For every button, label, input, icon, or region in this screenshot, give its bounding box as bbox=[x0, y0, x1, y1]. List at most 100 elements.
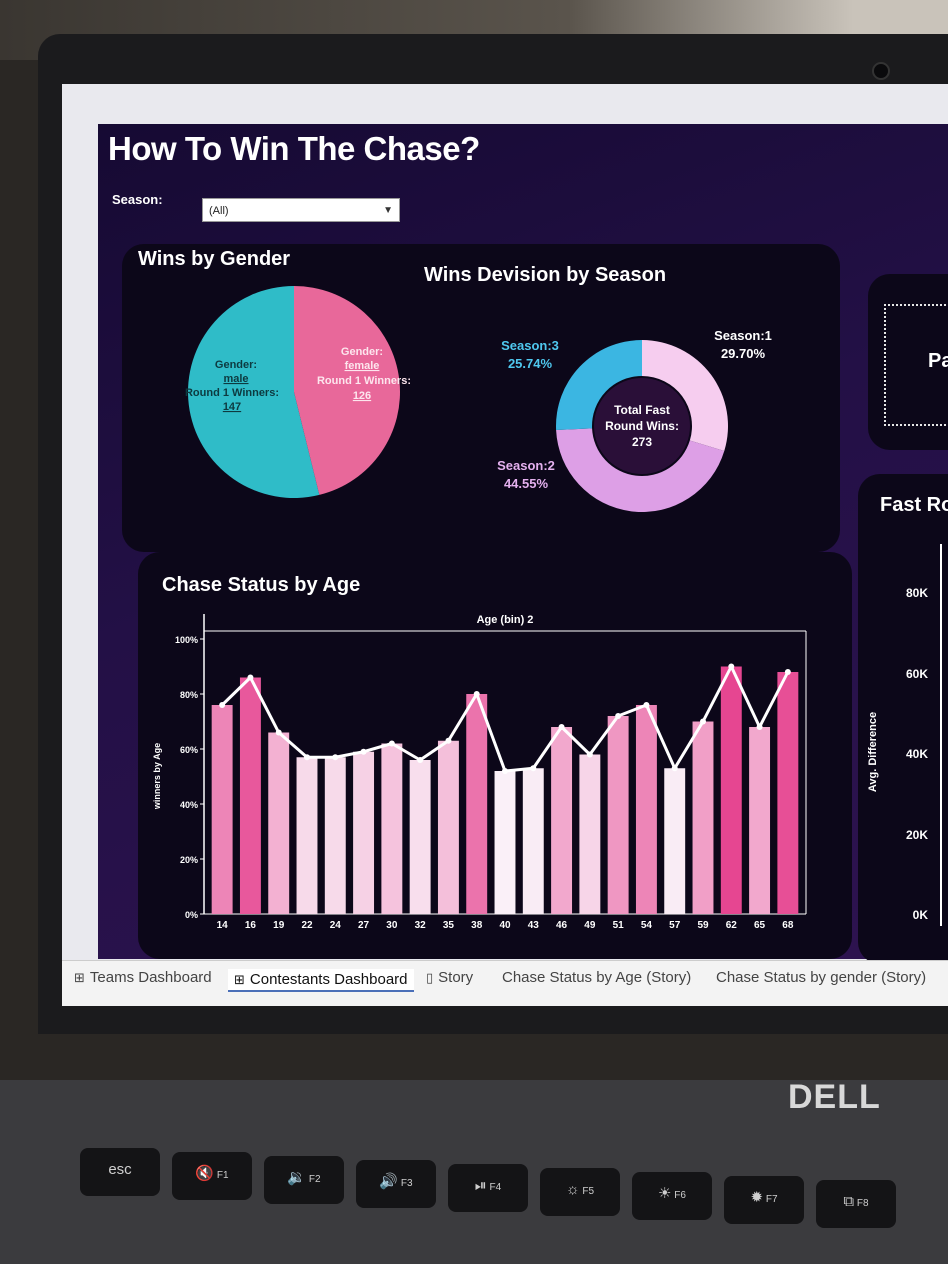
chase-bar[interactable] bbox=[211, 705, 233, 914]
chase-trend-point[interactable] bbox=[643, 702, 650, 708]
page-title: How To Win The Chase? bbox=[108, 130, 480, 167]
sheet-tab-5[interactable]: Chase Status by gender (Story) bbox=[716, 969, 926, 986]
chase-trend-point[interactable] bbox=[502, 768, 508, 774]
chase-trend-point[interactable] bbox=[360, 748, 367, 755]
chase-trend-point[interactable] bbox=[417, 757, 424, 763]
chase-bar[interactable] bbox=[522, 768, 544, 914]
chase-x-tick-label: 46 bbox=[556, 920, 568, 931]
sheet-tab-1[interactable]: ⊞ Teams Dashboard bbox=[74, 969, 212, 986]
key-label: ☀ bbox=[658, 1185, 672, 1202]
dashboard: How To Win The Chase? Season: (All) ▼ Wi… bbox=[98, 124, 948, 964]
keyboard-key[interactable]: esc bbox=[80, 1148, 160, 1196]
keyboard-key[interactable]: 🔊 F3 bbox=[356, 1160, 436, 1208]
gender-label-male-metric: Round 1 Winners: bbox=[185, 387, 279, 399]
chase-x-tick-label: 16 bbox=[245, 920, 257, 931]
gender-label-male-title: Gender: bbox=[215, 359, 257, 371]
chase-trend-point[interactable] bbox=[530, 765, 537, 772]
key-label: ⏯ bbox=[474, 1177, 487, 1194]
season-donut-slice-1[interactable] bbox=[642, 340, 729, 452]
chase-bar[interactable] bbox=[268, 732, 290, 915]
gender-label-female-count: 126 bbox=[353, 390, 371, 402]
gender-pie-slice-male[interactable] bbox=[187, 286, 320, 498]
chase-trend-point[interactable] bbox=[332, 754, 339, 761]
donut-center-line1: Total Fast bbox=[614, 403, 670, 417]
chase-bar[interactable] bbox=[720, 666, 742, 915]
chase-x-tick-label: 38 bbox=[471, 920, 483, 931]
chase-bar[interactable] bbox=[437, 740, 459, 914]
season-donut-slice-2[interactable] bbox=[556, 428, 725, 513]
chase-bar[interactable] bbox=[494, 771, 516, 914]
chase-bar[interactable] bbox=[607, 716, 629, 914]
charts-canvas: Gender: male Round 1 Winners: 147 Gender: fem… bbox=[152, 286, 807, 931]
chase-bar[interactable] bbox=[409, 760, 431, 914]
chase-bar[interactable] bbox=[551, 727, 573, 914]
chase-x-tick-label: 22 bbox=[301, 920, 313, 931]
keyboard-key[interactable]: ☼ F5 bbox=[540, 1168, 620, 1216]
kpi-panel bbox=[868, 274, 948, 450]
chase-y-tick-label: 20% bbox=[180, 855, 198, 865]
fast-round-y-tick-label: 40K bbox=[905, 747, 928, 761]
key-sublabel: F3 bbox=[398, 1178, 413, 1189]
chase-trend-point[interactable] bbox=[388, 740, 395, 747]
chase-bar[interactable] bbox=[579, 754, 601, 915]
chase-trend-point[interactable] bbox=[304, 754, 310, 761]
screen: How To Win The Chase? Season: (All) ▼ Wi… bbox=[62, 84, 948, 1006]
gender-label-male-value: male bbox=[223, 373, 248, 385]
sheet-tab-bar: ⊞ Teams Dashboard ⊞ Contestants Dashboard ▯ S… bbox=[62, 960, 948, 1006]
keyboard-key[interactable]: 🔇 F1 bbox=[172, 1152, 252, 1200]
keyboard-key[interactable]: ⧉ F8 bbox=[816, 1180, 896, 1228]
chase-trend-point[interactable] bbox=[275, 729, 282, 736]
chase-trend-point[interactable] bbox=[473, 691, 480, 697]
kpi-box[interactable] bbox=[884, 304, 948, 426]
chase-trend-point[interactable] bbox=[784, 669, 791, 675]
chase-trend-point[interactable] bbox=[728, 663, 735, 670]
chase-bar[interactable] bbox=[777, 672, 799, 914]
season-donut-center bbox=[594, 378, 690, 474]
keyboard-key[interactable]: ✹ F7 bbox=[724, 1176, 804, 1224]
chase-bar[interactable] bbox=[381, 743, 403, 915]
sheet-tab-label: Chase Status by Age (Story) bbox=[502, 969, 692, 986]
chase-y-tick-label: 100% bbox=[175, 635, 198, 645]
gender-chart-title: Wins by Gender bbox=[138, 248, 291, 270]
chase-trend-point[interactable] bbox=[219, 702, 226, 708]
chase-bar[interactable] bbox=[749, 727, 771, 914]
chase-trend-point[interactable] bbox=[615, 713, 622, 719]
keyboard-key[interactable]: 🔉 F2 bbox=[264, 1156, 344, 1204]
chase-trend-point[interactable] bbox=[671, 765, 678, 772]
season3-pct: 25.74% bbox=[508, 356, 553, 371]
chase-bar[interactable] bbox=[324, 757, 346, 914]
chase-trend-point[interactable] bbox=[586, 751, 593, 758]
key-sublabel: F5 bbox=[579, 1186, 595, 1197]
key-label: 🔇 bbox=[195, 1165, 215, 1182]
chase-trend-point[interactable] bbox=[756, 724, 763, 730]
chase-y-tick-label: 60% bbox=[180, 745, 198, 755]
keyboard-key[interactable]: ☀ F6 bbox=[632, 1172, 712, 1220]
chase-bar[interactable] bbox=[635, 705, 657, 914]
chase-y-tick-label: 0% bbox=[185, 910, 198, 920]
sheet-tab-4[interactable]: Chase Status by Age (Story) bbox=[502, 969, 691, 986]
gender-label-female-title: Gender: bbox=[341, 346, 383, 358]
chase-trend-point[interactable] bbox=[445, 737, 452, 744]
gender-pie-slice-female[interactable] bbox=[294, 286, 400, 495]
fast-round-title: Fast Ro bbox=[880, 494, 948, 516]
chase-bar[interactable] bbox=[353, 751, 375, 914]
season2-pct: 44.55% bbox=[504, 476, 549, 491]
chase-bar[interactable] bbox=[296, 757, 318, 914]
chase-trend-point[interactable] bbox=[247, 674, 254, 681]
chevron-down-icon[interactable]: ▼ bbox=[383, 205, 393, 216]
sheet-tab-3[interactable]: ▯ Story bbox=[426, 969, 473, 986]
chase-bar[interactable] bbox=[692, 721, 714, 915]
season-donut-slice-3[interactable] bbox=[556, 340, 642, 431]
chase-bar[interactable] bbox=[664, 768, 686, 914]
season-filter-dropdown[interactable]: (All) ▼ bbox=[202, 198, 400, 222]
chase-y-tick-label: 80% bbox=[180, 690, 198, 700]
chase-bar[interactable] bbox=[466, 694, 488, 914]
chase-trend-point[interactable] bbox=[700, 718, 706, 725]
keyboard-key[interactable]: ⏯ F4 bbox=[448, 1164, 528, 1212]
sheet-tab-2[interactable]: ⊞ Contestants Dashboard bbox=[228, 969, 414, 992]
chase-trend-point[interactable] bbox=[558, 724, 565, 730]
chase-bar[interactable] bbox=[239, 677, 261, 915]
kpi-box-text: Pa bbox=[928, 350, 948, 372]
key-sublabel: F6 bbox=[671, 1190, 686, 1201]
gender-label-female-metric: Round 1 Winners: bbox=[317, 375, 411, 387]
